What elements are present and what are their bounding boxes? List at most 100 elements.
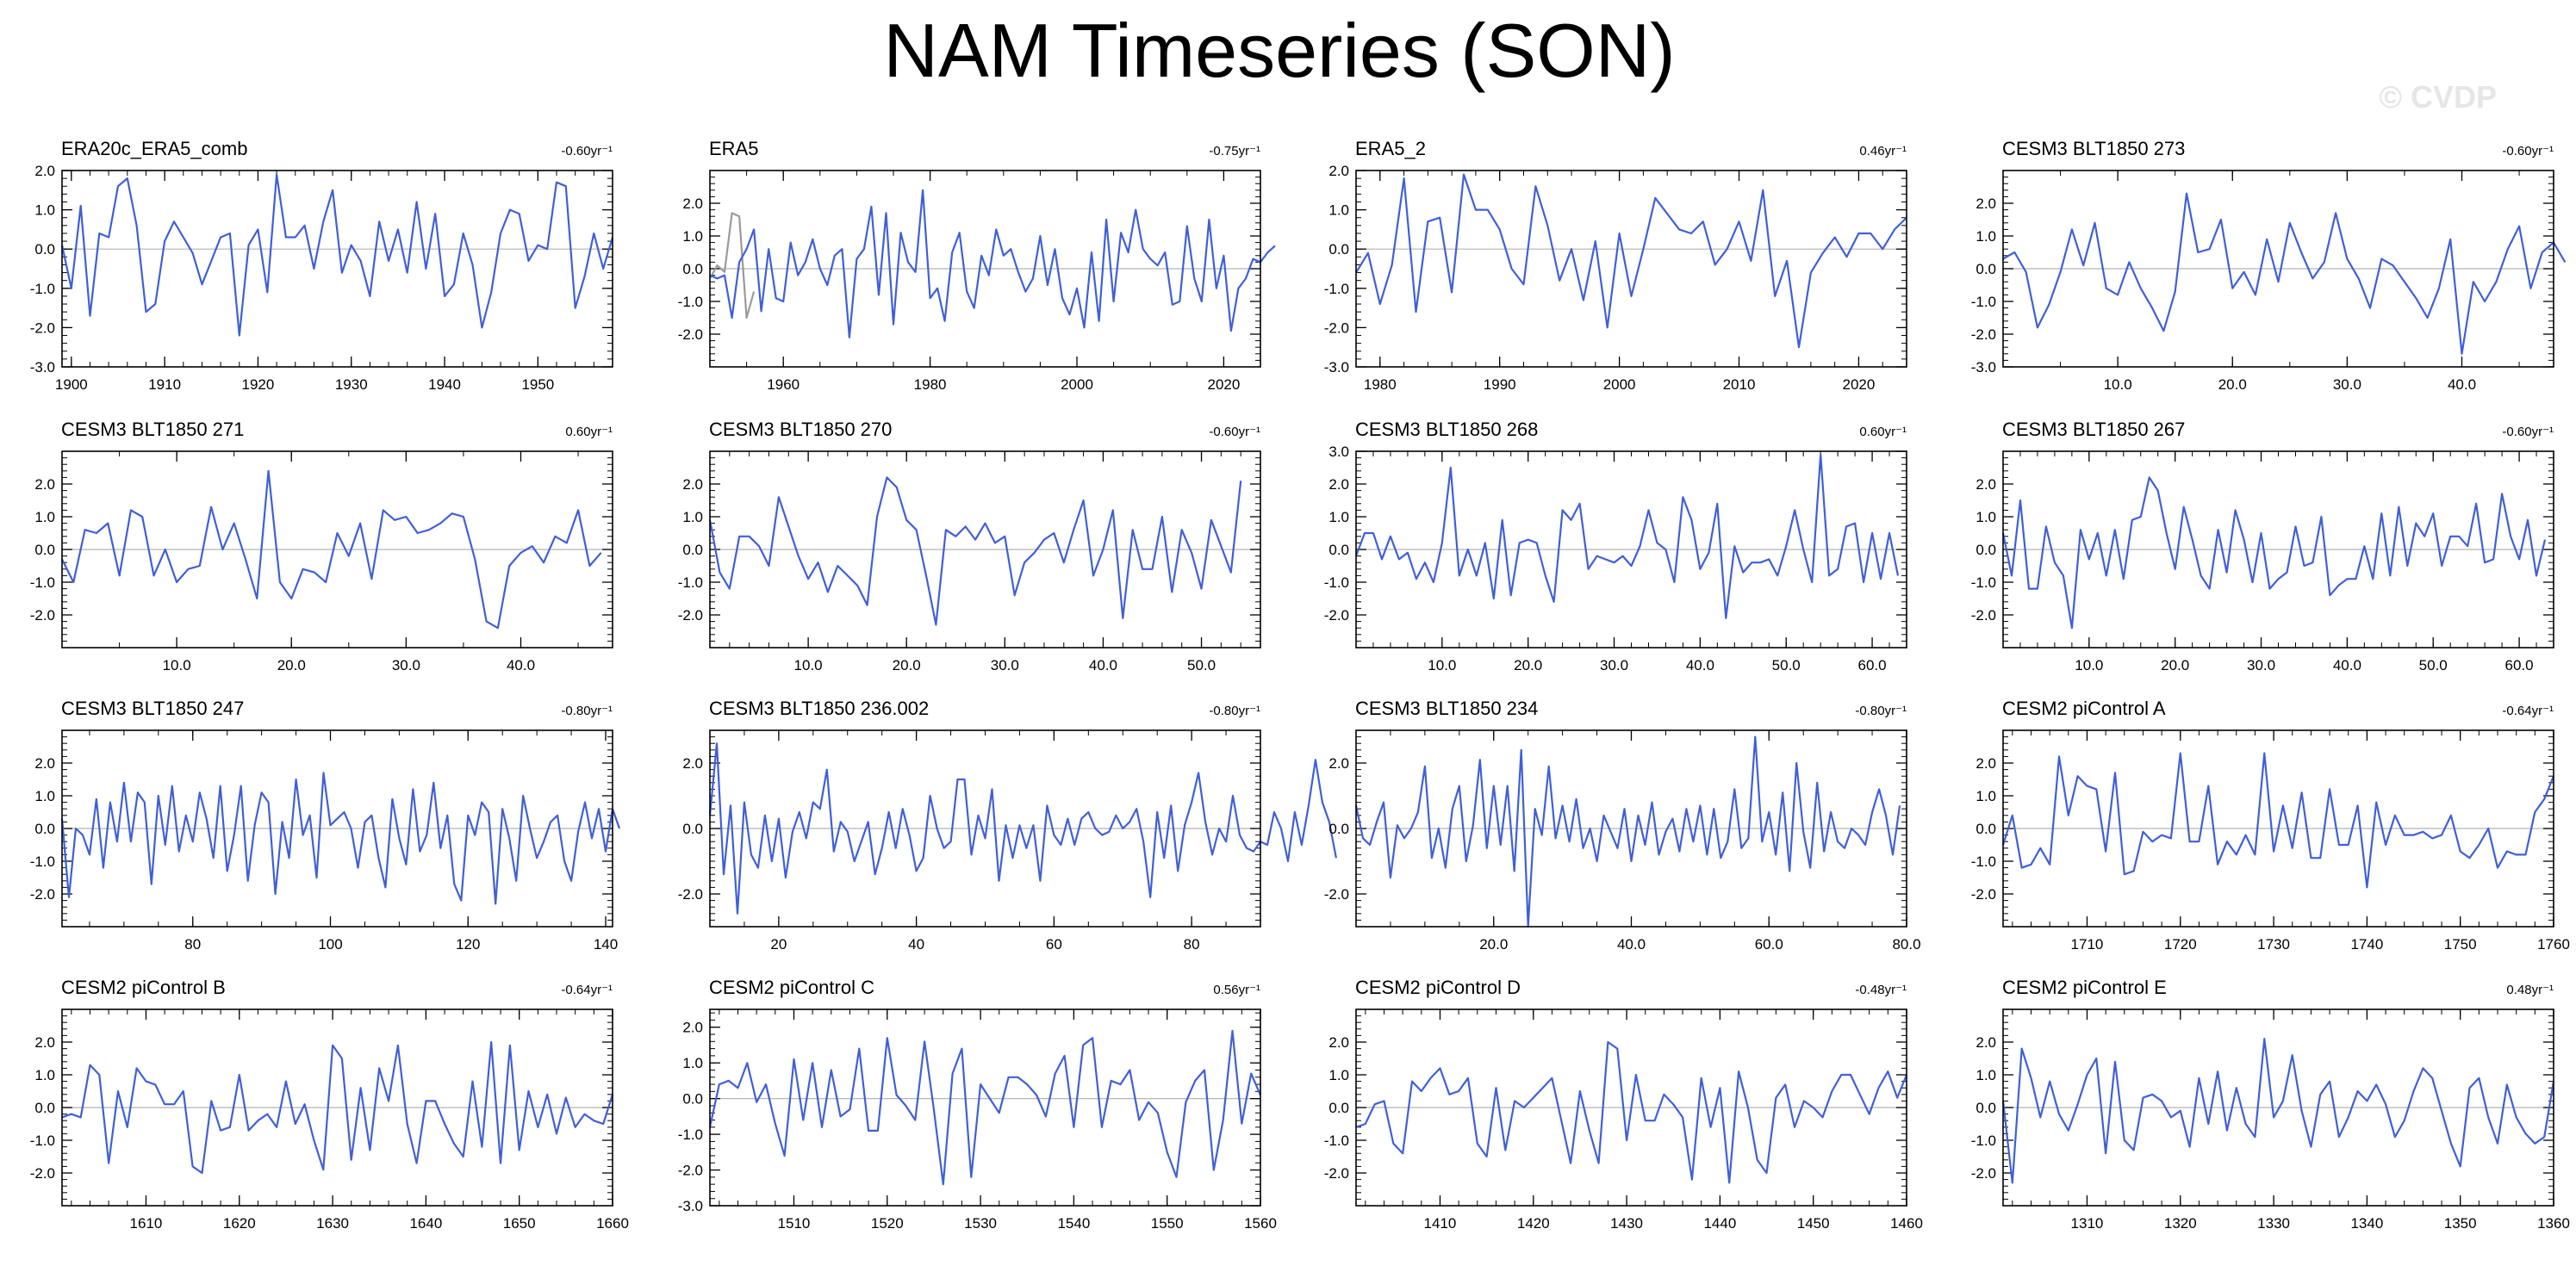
x-tick-label: 1340 [2350,1215,2383,1232]
chart-panel: CESM3 BLT1850 271 0.60yr⁻¹ 2.0 1.0 0.0 -1.0 -2… [30,419,613,673]
y-tick-label: -1.0 [678,294,703,310]
secondary-series-line [709,212,756,320]
y-tick-label: 1.0 [34,509,55,525]
x-tick-label: 30.0 [2333,376,2361,393]
x-tick-label: 30.0 [392,657,420,673]
plot-frame [709,170,1261,368]
y-tick-label: 1.0 [1328,1067,1349,1083]
series-line [708,476,1242,626]
x-tick-label: 20.0 [2161,657,2189,673]
x-tick-label: 2000 [1603,376,1636,393]
trend-label: -0.80yr⁻¹ [1855,704,1907,718]
x-tick-label: 1940 [428,376,461,393]
y-tick-label: 2.0 [34,476,55,493]
x-tick-label: 1620 [223,1215,256,1232]
y-tick-label: -2.0 [30,1165,55,1182]
y-tick-label: 1.0 [34,1067,55,1083]
panel-title: CESM2 piControl E [2002,977,2167,998]
x-tick-label: 20.0 [893,657,921,673]
chart-panel: CESM2 piControl B -0.64yr⁻¹ 2.0 1.0 0.0 -1.0 -… [30,977,629,1232]
y-tick-label: 2.0 [34,163,55,179]
x-tick-label: 20.0 [1514,657,1542,673]
y-tick-label: -2.0 [1324,607,1349,624]
series-line [2001,1038,2555,1184]
x-tick-label: 40.0 [2448,376,2476,393]
y-tick-label: -2.0 [1324,320,1349,336]
series-line [2002,192,2567,355]
x-tick-label: 50.0 [2419,657,2448,673]
y-tick-label: 1.0 [682,1055,703,1071]
chart-panel: CESM3 BLT1850 236.002 -0.80yr⁻¹ 2.0 0.0 -2.0… [678,698,1337,953]
x-tick-label: 100 [318,936,342,953]
trend-label: -0.80yr⁻¹ [1209,704,1260,718]
y-tick-label: -1.0 [30,281,55,297]
panel-title: CESM3 BLT1850 268 [1355,419,1538,440]
y-tick-label: -1.0 [1324,1133,1349,1149]
x-tick-label: 1980 [914,376,947,393]
plot-frame [61,729,613,928]
series-line [1355,1040,1908,1184]
chart-panel: CESM2 piControl E 0.48yr⁻¹ 2.0 1.0 0.0 -1.0 -2… [1971,977,2570,1232]
panel-title: CESM2 piControl D [1355,977,1521,998]
y-tick-label: 2.0 [682,476,703,493]
x-tick-label: 1430 [1610,1215,1643,1232]
y-tick-label: 0.0 [682,821,703,837]
x-tick-label: 20.0 [277,657,306,673]
chart-panel: CESM3 BLT1850 273 -0.60yr⁻¹ 2.0 1.0 0.0 -1.0 -… [1971,138,2567,393]
x-tick-label: 40.0 [1686,657,1714,673]
x-tick-label: 1450 [1797,1215,1830,1232]
x-tick-label: 1360 [2537,1215,2570,1232]
panel-title: CESM3 BLT1850 234 [1355,698,1538,719]
chart-panel: CESM3 BLT1850 267 -0.60yr⁻¹ 2.0 1.0 0.0 -1.0 -… [1971,419,2554,673]
x-tick-label: 10.0 [2104,376,2132,393]
plot-frame [2002,170,2554,368]
y-tick-label: -2.0 [1324,886,1349,903]
series-line [60,173,614,337]
y-tick-label: 2.0 [1976,476,1996,493]
series-line [1355,173,1907,349]
x-tick-label: 1920 [242,376,275,393]
x-tick-label: 1740 [2350,936,2383,953]
plot-frame [2002,729,2554,928]
y-tick-label: 2.0 [1328,163,1349,179]
y-tick-label: -2.0 [678,1163,703,1179]
x-tick-label: 80 [1184,936,1200,953]
y-tick-label: -2.0 [678,886,703,903]
x-tick-label: 1420 [1517,1215,1550,1232]
y-tick-label: -3.0 [1324,359,1349,375]
x-tick-label: 1410 [1424,1215,1457,1232]
x-tick-label: 1460 [1890,1215,1923,1232]
trend-label: -0.64yr⁻¹ [2502,704,2554,718]
x-tick-label: 20.0 [1479,936,1508,953]
y-tick-label: 1.0 [34,202,55,219]
series-line [1354,735,1901,928]
x-tick-label: 10.0 [2075,657,2103,673]
y-tick-label: 2.0 [682,755,703,772]
x-tick-label: 1720 [2164,936,2197,953]
plot-frame [1355,1008,1907,1207]
x-tick-label: 1710 [2071,936,2104,953]
plot-frame [2002,450,2554,649]
x-tick-label: 60.0 [2505,657,2534,673]
x-tick-label: 40.0 [2333,657,2361,673]
panel-title: CESM3 BLT1850 236.002 [709,698,929,719]
x-tick-label: 1640 [409,1215,442,1232]
x-tick-label: 20 [770,936,787,953]
y-tick-label: 1.0 [1976,788,1996,804]
y-tick-label: 1.0 [682,509,703,525]
x-tick-label: 80 [184,936,201,953]
x-tick-label: 80.0 [1892,936,1920,953]
trend-label: -0.60yr⁻¹ [2502,425,2554,439]
x-tick-label: 60 [1046,936,1062,953]
y-tick-label: 2.0 [1328,476,1349,493]
x-tick-label: 60.0 [1858,657,1887,673]
x-tick-label: 1760 [2537,936,2570,953]
y-tick-label: 0.0 [1328,542,1349,558]
plot-frame [61,1008,613,1207]
x-tick-label: 2020 [1207,376,1240,393]
series-line [708,742,1337,915]
trend-label: -0.48yr⁻¹ [1855,983,1907,997]
series-line [708,1029,1262,1186]
x-tick-label: 10.0 [794,657,823,673]
x-tick-label: 1980 [1364,376,1397,393]
